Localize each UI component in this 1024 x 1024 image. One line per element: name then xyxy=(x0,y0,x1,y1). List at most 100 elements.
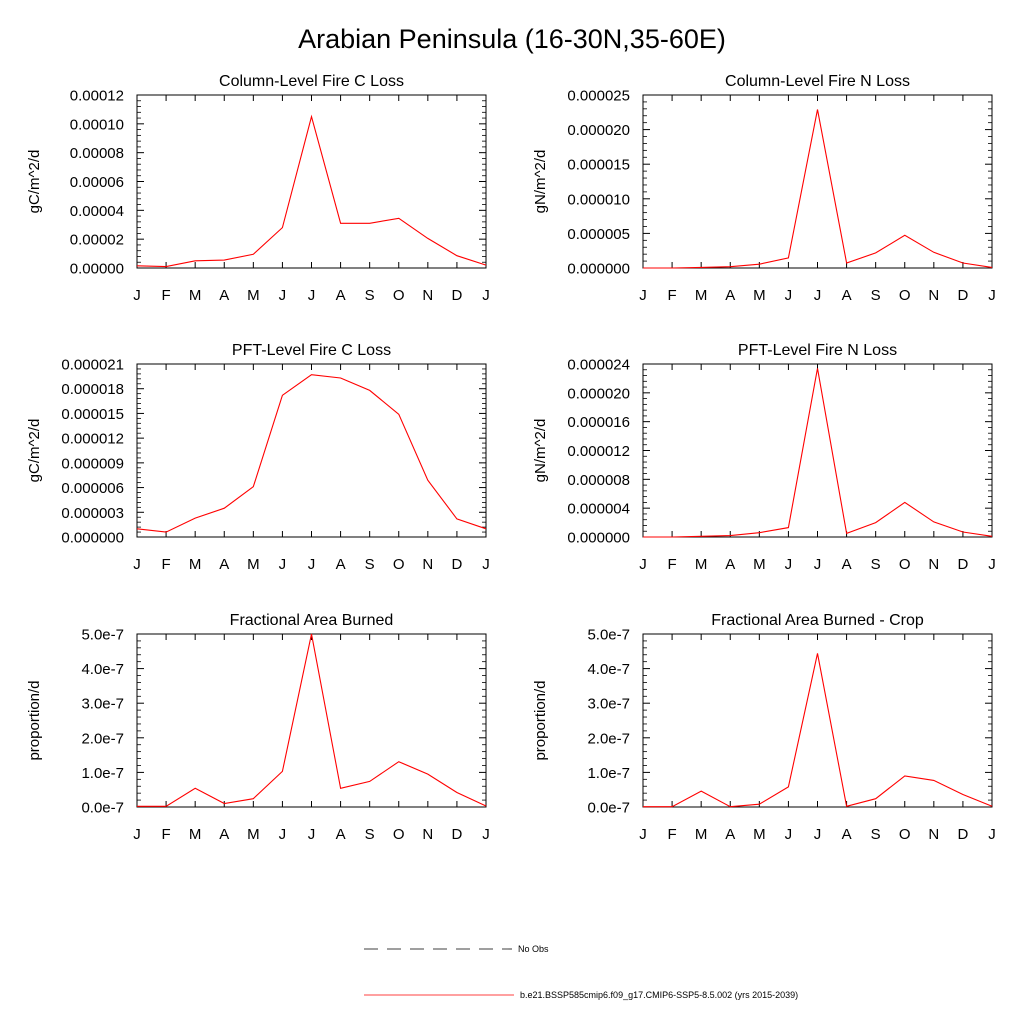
y-tick-label: 0.00010 xyxy=(70,116,124,133)
x-tick-label: F xyxy=(161,287,170,304)
x-tick-label: S xyxy=(365,287,375,304)
y-tick-label: 4.0e-7 xyxy=(81,661,124,678)
x-tick-label: O xyxy=(393,556,405,573)
x-tick-label: F xyxy=(667,826,676,843)
x-tick-label: S xyxy=(871,826,881,843)
x-tick-label: J xyxy=(814,826,822,843)
x-tick-label: F xyxy=(667,556,676,573)
x-tick-label: A xyxy=(219,826,229,843)
x-tick-label: D xyxy=(451,826,462,843)
y-tick-label: 0.00006 xyxy=(70,174,124,191)
y-tick-label: 0.000010 xyxy=(567,191,630,208)
x-tick-label: A xyxy=(842,826,852,843)
x-tick-label: J xyxy=(988,826,996,843)
x-tick-label: A xyxy=(842,556,852,573)
x-tick-label: J xyxy=(133,826,141,843)
x-tick-label: J xyxy=(639,556,647,573)
plot-frame xyxy=(136,633,487,808)
series-line xyxy=(137,633,487,807)
x-tick-label: M xyxy=(695,556,708,573)
x-tick-label: M xyxy=(189,826,202,843)
legend-run-label: b.e21.BSSP585cmip6.f09_g17.CMIP6-SSP5-8.… xyxy=(520,990,799,1000)
x-tick-label: N xyxy=(422,287,433,304)
x-tick-label: A xyxy=(725,287,735,304)
x-tick-label: J xyxy=(308,287,316,304)
x-tick-label: N xyxy=(422,826,433,843)
panel-title: Fractional Area Burned xyxy=(230,612,394,629)
y-tick-label: 0.0e-7 xyxy=(587,800,630,817)
y-tick-label: 3.0e-7 xyxy=(587,696,630,713)
x-tick-label: J xyxy=(785,556,793,573)
x-tick-label: M xyxy=(695,287,708,304)
y-axis-label: gN/m^2/d xyxy=(532,150,549,214)
y-tick-label: 0.000000 xyxy=(567,261,630,278)
y-axis-label: gC/m^2/d xyxy=(26,419,43,483)
x-tick-label: S xyxy=(871,556,881,573)
x-tick-label: N xyxy=(928,287,939,304)
x-tick-label: J xyxy=(482,287,490,304)
y-tick-label: 0.00004 xyxy=(70,203,124,220)
x-tick-label: N xyxy=(422,556,433,573)
x-tick-label: J xyxy=(133,556,141,573)
y-tick-label: 0.000012 xyxy=(567,443,630,460)
x-tick-label: A xyxy=(725,826,735,843)
x-tick-label: O xyxy=(899,556,911,573)
x-tick-label: A xyxy=(842,287,852,304)
y-tick-label: 3.0e-7 xyxy=(81,696,124,713)
x-tick-label: M xyxy=(753,287,766,304)
y-tick-label: 0.000000 xyxy=(567,530,630,547)
y-axis-label: proportion/d xyxy=(26,680,43,760)
y-tick-label: 0.0e-7 xyxy=(81,800,124,817)
x-tick-label: J xyxy=(785,287,793,304)
y-tick-label: 0.000025 xyxy=(567,88,630,105)
x-tick-label: S xyxy=(365,556,375,573)
y-axis-label: gN/m^2/d xyxy=(532,419,549,483)
y-tick-label: 0.000006 xyxy=(61,480,124,497)
x-tick-label: M xyxy=(189,556,202,573)
x-tick-label: O xyxy=(393,287,405,304)
x-tick-label: J xyxy=(814,287,822,304)
y-tick-label: 0.000015 xyxy=(567,157,630,174)
series-line xyxy=(643,368,993,538)
x-tick-label: D xyxy=(957,287,968,304)
series-line xyxy=(136,114,487,268)
x-tick-label: A xyxy=(725,556,735,573)
y-tick-label: 0.00000 xyxy=(70,261,124,278)
y-tick-label: 0.00002 xyxy=(70,232,124,249)
panel-title: Fractional Area Burned - Crop xyxy=(711,612,924,629)
x-tick-label: D xyxy=(451,556,462,573)
y-tick-label: 2.0e-7 xyxy=(587,730,630,747)
y-tick-label: 0.000003 xyxy=(61,505,124,522)
y-tick-label: 5.0e-7 xyxy=(587,627,630,644)
x-tick-label: J xyxy=(279,556,287,573)
y-tick-label: 0.00012 xyxy=(70,88,124,105)
y-tick-label: 0.000016 xyxy=(567,414,630,431)
x-tick-label: S xyxy=(871,287,881,304)
panel-title: Column-Level Fire N Loss xyxy=(725,73,910,90)
series-line xyxy=(643,109,993,269)
legend-no-obs-label: No Obs xyxy=(518,944,549,954)
x-tick-label: J xyxy=(308,826,316,843)
x-tick-label: N xyxy=(928,556,939,573)
x-tick-label: J xyxy=(988,556,996,573)
x-tick-label: J xyxy=(133,287,141,304)
x-tick-label: M xyxy=(753,556,766,573)
panel-title: PFT-Level Fire N Loss xyxy=(738,342,897,359)
y-tick-label: 0.000012 xyxy=(61,431,124,448)
x-tick-label: S xyxy=(365,826,375,843)
x-tick-label: J xyxy=(988,287,996,304)
x-tick-label: D xyxy=(957,556,968,573)
x-tick-label: J xyxy=(279,287,287,304)
panel-title: PFT-Level Fire C Loss xyxy=(232,342,391,359)
x-tick-label: M xyxy=(247,556,260,573)
x-tick-label: A xyxy=(219,287,229,304)
y-tick-label: 0.000000 xyxy=(61,530,124,547)
plot-frame xyxy=(642,363,993,538)
x-tick-label: F xyxy=(667,287,676,304)
y-tick-label: 0.000021 xyxy=(61,357,124,374)
